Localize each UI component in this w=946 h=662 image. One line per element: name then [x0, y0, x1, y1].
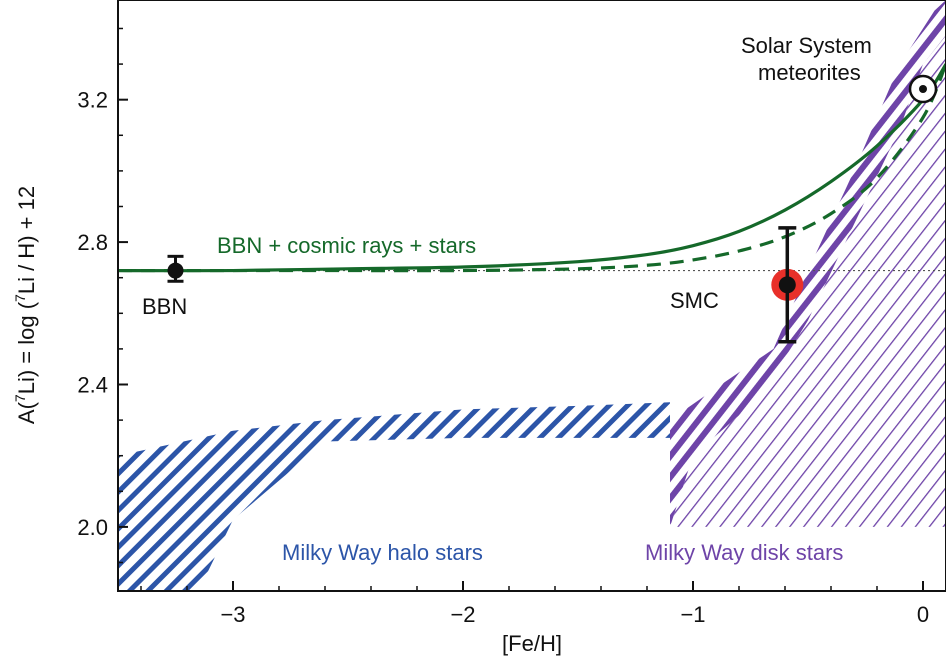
plot-area [118, 0, 946, 591]
annotation-halo-stars: Milky Way halo stars [282, 540, 483, 565]
annotation-disk-stars: Milky Way disk stars [645, 540, 843, 565]
y-axis-title-part: Li) = log ( [14, 301, 39, 394]
disk-stars-thin-region [670, 35, 946, 527]
y-axis-ticks: 2.0 2.4 2.8 3.2 [77, 27, 128, 564]
y-tick-label: 2.0 [77, 515, 108, 540]
halo-stars-region [118, 402, 670, 591]
annotation-model-curve: BBN + cosmic rays + stars [217, 233, 476, 258]
annotation-smc: SMC [670, 288, 719, 313]
bbn-data-point [167, 262, 184, 279]
disk-stars-thick-region [670, 0, 946, 527]
y-axis-title-part: Li / H) + 12 [14, 186, 39, 294]
x-tick-label: −1 [680, 602, 705, 627]
solar-system-point-group [908, 74, 938, 104]
annotation-bbn: BBN [142, 294, 187, 319]
x-axis-title: [Fe/H] [502, 631, 562, 656]
x-tick-label: −2 [450, 602, 475, 627]
sun-icon-center [919, 85, 927, 94]
x-axis-ticks: −3 −2 −1 0 [140, 581, 929, 627]
smc-data-point [778, 276, 796, 294]
x-tick-label: −3 [220, 602, 245, 627]
plot-frame [117, 0, 946, 592]
y-axis-title: A(7Li) = log (7Li / H) + 12 [12, 186, 39, 424]
y-tick-label: 2.4 [77, 373, 108, 398]
y-tick-label: 2.8 [77, 230, 108, 255]
model-curve-solid [118, 63, 946, 273]
bbn-point-group [167, 254, 184, 283]
annotation-solar-system: Solar System [741, 33, 872, 58]
annotation-meteorites: meteorites [758, 60, 861, 85]
y-axis-title-superscript: 7 [12, 394, 28, 402]
smc-point-group [771, 226, 804, 344]
y-axis-title-part: A( [14, 401, 39, 424]
y-axis-title-superscript: 7 [12, 294, 28, 302]
model-curve-dashed [118, 63, 946, 273]
x-tick-label: 0 [917, 602, 929, 627]
y-tick-label: 3.2 [77, 88, 108, 113]
